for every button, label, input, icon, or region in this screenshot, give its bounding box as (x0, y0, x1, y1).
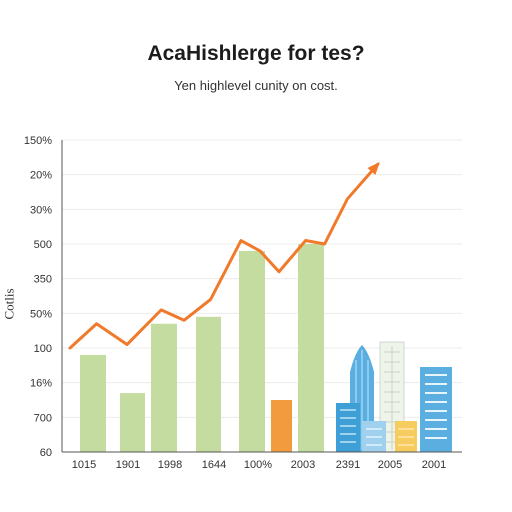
light-blue-block (362, 421, 386, 452)
y-tick-label: 150% (24, 135, 52, 147)
axes (61, 140, 462, 453)
x-tick-label: 2391 (336, 459, 360, 471)
x-tick-label: 1015 (72, 459, 96, 471)
trend-arrowhead (367, 162, 380, 176)
x-tick-label: 2003 (291, 459, 315, 471)
x-tick-label: 2001 (422, 459, 446, 471)
x-tick-label: 1998 (158, 459, 182, 471)
office-block (336, 403, 360, 452)
y-tick-label: 500 (34, 239, 52, 251)
x-tick-label: 1644 (202, 459, 226, 471)
chart-title: AcaHishlerge for tes? (147, 42, 365, 65)
y-tick-labels: 150% 20% 30% 500 350 50% 100 16% 700 60 (24, 135, 52, 459)
bar (239, 250, 265, 452)
x-tick-label: 2005 (378, 459, 402, 471)
bar (298, 244, 324, 452)
bar (196, 316, 221, 452)
bar (80, 354, 106, 452)
skyline-illustration (336, 341, 452, 453)
x-tick-label: 100% (244, 459, 272, 471)
y-tick-label: 30% (30, 204, 52, 216)
x-tick-label: 1901 (116, 459, 140, 471)
y-tick-label: 60 (40, 447, 52, 459)
y-tick-label: 100 (34, 343, 52, 355)
y-tick-label: 50% (30, 308, 52, 320)
bar (151, 323, 177, 452)
bars (80, 244, 324, 452)
y-tick-label: 20% (30, 170, 52, 182)
trend-line (68, 162, 380, 350)
bar (120, 393, 145, 452)
x-tick-labels: 1015 1901 1998 1644 100% 2003 2391 2005 2001 (72, 459, 446, 471)
y-tick-label: 16% (30, 378, 52, 390)
trend-line-group (68, 162, 380, 350)
chart-subtitle: Yen highlevel cunity on cost. (174, 78, 338, 93)
blue-block-right (420, 367, 452, 452)
y-tick-label: 350 (34, 274, 52, 286)
yellow-block (395, 421, 417, 452)
y-tick-label: 700 (34, 412, 52, 424)
bar (271, 400, 292, 452)
